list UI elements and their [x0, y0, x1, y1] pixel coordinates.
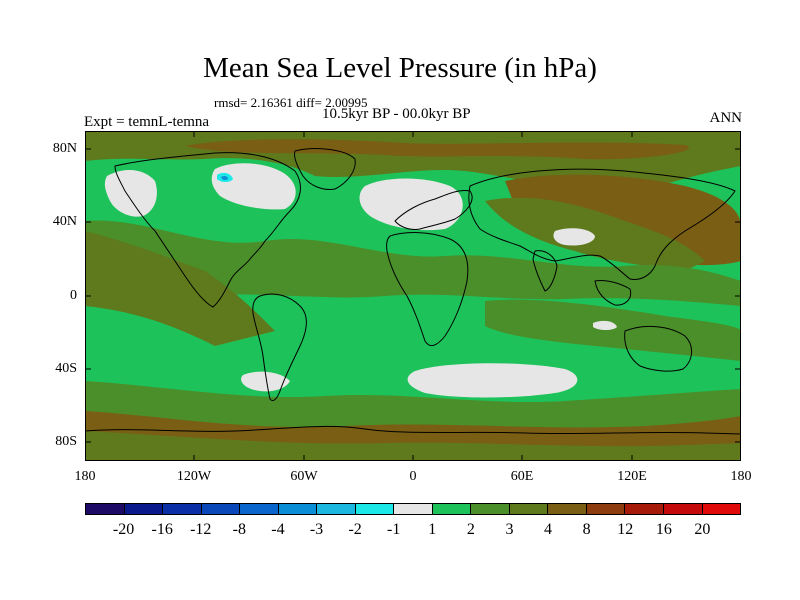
colorbar-swatch-11 [509, 504, 549, 514]
coast-australia [624, 326, 692, 372]
colorbar-swatch-16 [702, 504, 741, 514]
field-indian-olive [485, 299, 741, 361]
field-antarctic-olive [85, 431, 741, 461]
field-white-asia [553, 228, 595, 246]
lat-label-80n: 80N [52, 141, 77, 156]
plot-title: Mean Sea Level Pressure (in hPa) [203, 52, 597, 84]
colorbar-swatch-8 [394, 504, 433, 514]
colorbar-swatch-0 [86, 504, 125, 514]
lon-label-180e: 180 [730, 469, 752, 484]
lat-label-40n: 40N [52, 214, 77, 229]
coast-europe [394, 190, 473, 230]
field-blue-canada [221, 175, 228, 181]
field-pacific-olive [85, 231, 275, 346]
colorbar-swatch-6 [317, 504, 356, 514]
colorbar-swatch-7 [355, 504, 395, 514]
colorbar-label-13: 12 [617, 521, 634, 538]
colorbar-label-6: -2 [348, 521, 362, 538]
colorbar-label-1: -16 [151, 521, 173, 538]
period-label: 10.5kyr BP - 00.0kyr BP [322, 106, 471, 122]
colorbar-swatch-10 [471, 504, 510, 514]
colorbar-swatch-15 [663, 504, 703, 514]
coastlines [85, 148, 741, 435]
colorbar-label-5: -3 [309, 521, 324, 538]
field-ntropics-darkgreen [85, 220, 741, 306]
lon-label-120w: 120W [176, 469, 212, 484]
colorbar-label-11: 4 [544, 521, 553, 538]
field-white-patagonia [241, 371, 290, 392]
colorbar-label-10: 3 [505, 521, 514, 538]
map-ticks [85, 131, 741, 461]
colorbar-swatch-2 [163, 504, 202, 514]
coast-antarctica [85, 425, 741, 435]
lon-label-120e: 120E [617, 469, 647, 484]
colorbar-label-15: 20 [694, 521, 711, 538]
colorbar-label-3: -8 [232, 521, 246, 538]
stats-label: rmsd= 2.16361 diff= 2.00995 [214, 95, 368, 110]
coast-south-america [252, 293, 307, 402]
colorbar-label-14: 16 [655, 521, 672, 538]
lat-label-0: 0 [70, 288, 77, 303]
pressure-map [85, 131, 741, 461]
field-white-indonesia [593, 320, 617, 330]
lat-label-80s: 80S [55, 434, 77, 449]
field-arctic-brown [185, 139, 689, 160]
colorbar-label-4: -4 [271, 521, 285, 538]
colorbar-swatch-9 [432, 504, 472, 514]
coast-greenland [294, 148, 356, 190]
lon-label-0: 0 [409, 469, 417, 484]
colorbar-label-0: -20 [112, 521, 135, 538]
season-label: ANN [709, 110, 743, 126]
field-white-pacific [104, 169, 157, 217]
colorbar-swatch-5 [278, 504, 318, 514]
colorbar [85, 503, 741, 515]
lon-label-60e: 60E [510, 469, 534, 484]
colorbar-label-12: 8 [582, 521, 591, 538]
colorbar-swatch-3 [201, 504, 241, 514]
field-white-southatlantic [407, 363, 578, 398]
colorbar-label-8: 1 [428, 521, 437, 538]
coast-africa [386, 232, 469, 347]
coast-india [532, 250, 558, 292]
lon-label-60w: 60W [290, 469, 318, 484]
colorbar-label-9: 2 [466, 521, 475, 538]
field-white-canada [211, 163, 296, 210]
colorbar-swatch-14 [625, 504, 664, 514]
coast-asia [468, 168, 736, 280]
field-asia-olive [485, 197, 705, 271]
colorbar-swatch-1 [124, 504, 164, 514]
colorbar-swatch-13 [586, 504, 626, 514]
experiment-label: Expt = temnL-temna [84, 114, 210, 130]
coast-se-asia [594, 280, 632, 306]
colorbar-label-2: -12 [190, 521, 212, 538]
field-white-atlantic [359, 178, 463, 231]
lon-label-180w: 180 [74, 469, 96, 484]
colorbar-label-7: -1 [387, 521, 401, 538]
colorbar-swatch-12 [548, 504, 587, 514]
field-asia-brown [505, 174, 741, 266]
coast-north-america [114, 152, 301, 308]
colorbar-swatch-4 [240, 504, 279, 514]
lat-label-40s: 40S [55, 361, 77, 376]
